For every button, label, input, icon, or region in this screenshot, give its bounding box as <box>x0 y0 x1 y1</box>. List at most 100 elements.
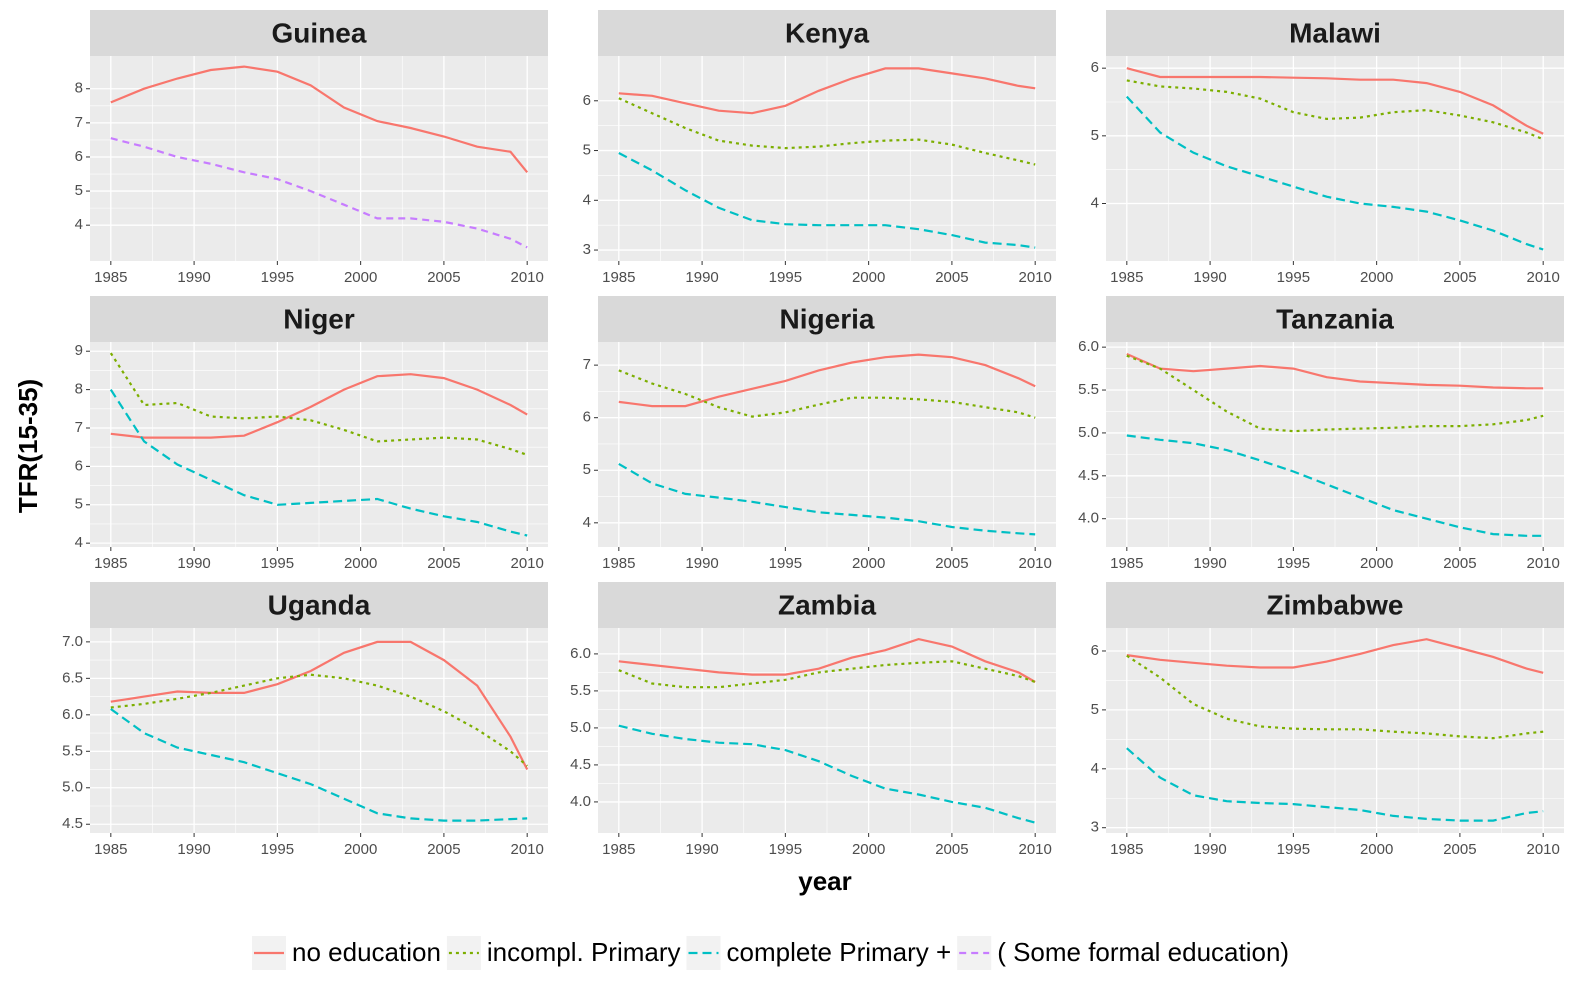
y-tick-label: 8 <box>75 80 83 97</box>
y-tick-label: 5.0 <box>570 719 591 736</box>
x-tick-label: 2005 <box>427 555 460 572</box>
y-tick-label: 4 <box>583 191 591 208</box>
series-line <box>618 462 1036 536</box>
legend-label: ( Some formal education) <box>997 937 1289 967</box>
x-tick-label: 1985 <box>602 269 635 286</box>
series-line <box>1126 352 1544 390</box>
x-tick-label: 1985 <box>602 555 635 572</box>
x-tick-label: 2005 <box>427 841 460 858</box>
series-line <box>1126 654 1544 740</box>
y-tick-label: 5.5 <box>1078 381 1099 398</box>
x-tick-label: 2000 <box>344 841 377 858</box>
y-tick-label: 4 <box>583 514 591 531</box>
series-line <box>1125 95 1544 251</box>
series-line <box>1126 354 1544 433</box>
series-line <box>110 65 529 173</box>
x-tick-label: 2010 <box>1526 269 1559 286</box>
y-tick-label: 5.0 <box>62 779 83 796</box>
y-tick-label: 7.0 <box>62 633 83 650</box>
x-tick-label: 2000 <box>852 269 885 286</box>
y-tick-label: 5 <box>75 182 83 199</box>
x-tick-label: 2005 <box>935 269 968 286</box>
x-tick-label: 2005 <box>935 555 968 572</box>
x-tick-label: 2000 <box>344 269 377 286</box>
series-line <box>1126 434 1544 537</box>
x-tick-label: 2005 <box>427 269 460 286</box>
series-line <box>618 67 1036 115</box>
x-tick-label: 2000 <box>1360 555 1393 572</box>
series-line <box>618 660 1036 689</box>
x-tick-label: 2000 <box>1360 269 1393 286</box>
y-tick-label: 5 <box>75 496 83 513</box>
panel-title: Niger <box>283 303 355 334</box>
x-tick-label: 1985 <box>94 269 127 286</box>
panel-title: Nigeria <box>780 303 875 334</box>
x-tick-label: 2010 <box>1526 555 1559 572</box>
strip <box>90 10 548 56</box>
panel-title: Uganda <box>268 589 371 620</box>
y-tick-label: 6 <box>1091 59 1099 76</box>
x-tick-label: 1985 <box>1110 269 1143 286</box>
x-tick-label: 1995 <box>261 555 294 572</box>
y-tick-label: 3 <box>1091 819 1099 836</box>
panel-title: Tanzania <box>1276 303 1394 334</box>
strip <box>1106 10 1564 56</box>
x-tick-label: 1985 <box>1110 841 1143 858</box>
x-tick-label: 1995 <box>1277 841 1310 858</box>
x-tick-label: 1985 <box>602 841 635 858</box>
strip <box>598 582 1056 628</box>
series-line <box>618 97 1036 166</box>
series-line <box>110 137 528 249</box>
y-tick-label: 8 <box>75 381 83 398</box>
y-axis-title: TFR(15-35) <box>13 379 43 513</box>
strip <box>1106 582 1564 628</box>
x-tick-label: 1995 <box>769 555 802 572</box>
y-tick-label: 4 <box>75 216 83 233</box>
y-tick-label: 6 <box>1091 642 1099 659</box>
x-tick-label: 2000 <box>852 555 885 572</box>
strip <box>598 296 1056 342</box>
series-line <box>618 637 1036 683</box>
y-tick-label: 7 <box>75 114 83 131</box>
legend-label: no education <box>292 937 441 967</box>
y-tick-label: 5.0 <box>1078 424 1099 441</box>
x-tick-label: 1990 <box>685 841 718 858</box>
series-line <box>109 389 528 537</box>
x-tick-label: 1990 <box>1193 555 1226 572</box>
x-tick-label: 2010 <box>1018 841 1051 858</box>
series-line <box>618 353 1036 408</box>
y-tick-label: 7 <box>583 356 591 373</box>
panel-title: Zimbabwe <box>1267 589 1404 620</box>
series-line <box>618 724 1036 824</box>
y-tick-label: 6 <box>583 92 591 109</box>
x-axis-title: year <box>798 866 852 896</box>
y-tick-label: 5.5 <box>62 742 83 759</box>
y-tick-label: 6.0 <box>570 645 591 662</box>
x-tick-label: 1995 <box>1277 555 1310 572</box>
x-tick-label: 2005 <box>1443 555 1476 572</box>
y-tick-label: 4 <box>1091 194 1099 211</box>
x-tick-label: 2005 <box>1443 269 1476 286</box>
y-tick-label: 9 <box>75 342 83 359</box>
panel-title: Zambia <box>778 589 876 620</box>
y-tick-label: 4.5 <box>62 815 83 832</box>
y-tick-label: 4.5 <box>570 756 591 773</box>
x-tick-label: 1995 <box>769 841 802 858</box>
strip <box>90 582 548 628</box>
y-tick-label: 4.0 <box>570 793 591 810</box>
series-line <box>110 373 528 439</box>
x-tick-label: 1995 <box>261 841 294 858</box>
y-tick-label: 6 <box>583 409 591 426</box>
y-tick-label: 7 <box>75 419 83 436</box>
x-tick-label: 1995 <box>1277 269 1310 286</box>
y-tick-label: 6 <box>75 457 83 474</box>
x-tick-label: 2000 <box>344 555 377 572</box>
x-tick-label: 1990 <box>1193 269 1226 286</box>
strip <box>1106 296 1564 342</box>
y-tick-label: 6.0 <box>62 706 83 723</box>
y-tick-label: 5.5 <box>570 682 591 699</box>
y-tick-label: 5 <box>1091 127 1099 144</box>
x-tick-label: 1990 <box>177 269 210 286</box>
x-tick-label: 1985 <box>94 841 127 858</box>
x-tick-label: 1995 <box>261 269 294 286</box>
